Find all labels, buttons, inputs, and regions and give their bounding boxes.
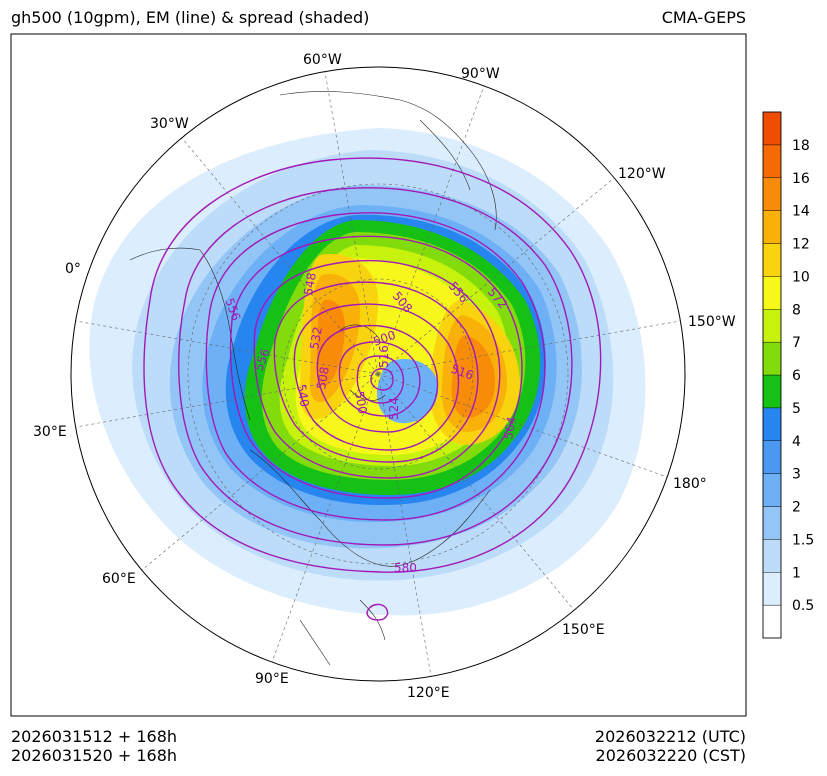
lon-label-0: 0° — [65, 261, 81, 277]
lon-label-180: 180° — [673, 476, 707, 492]
contour-label: 540 — [294, 383, 312, 408]
coast-north-america — [279, 91, 497, 231]
init-time-utc: 2026031512 + 168h — [11, 727, 178, 746]
map-disk-outline — [70, 66, 686, 682]
lon-label-150e: 150°E — [562, 622, 605, 638]
colorbar-box — [762, 440, 782, 474]
lon-label-60e: 60°E — [102, 571, 136, 587]
contour-label: 580 — [394, 561, 417, 575]
lon-label-90e: 90°E — [255, 671, 289, 687]
colorbar-box — [762, 572, 782, 606]
colorbar-box — [762, 506, 782, 540]
valid-time-block: 2026032212 (UTC) 2026032220 (CST) — [595, 727, 746, 765]
colorbar-box — [762, 276, 782, 310]
polar-map: 556 548 532 508 500 516 524 564 572 540 … — [10, 33, 747, 717]
contour-label: 516 — [377, 345, 391, 368]
contour-580-south — [366, 603, 389, 621]
contour-label: 500 — [352, 390, 370, 415]
graticule — [75, 71, 681, 677]
contour-label: 532 — [307, 326, 325, 351]
latitude-circle-30 — [187, 183, 569, 565]
colorbar-tick-label: 4 — [792, 434, 801, 450]
contour-516 — [338, 341, 421, 417]
gh500-contours — [143, 157, 602, 621]
colorbar-box — [762, 177, 782, 211]
colorbar-box — [762, 604, 782, 639]
colorbar-box — [762, 374, 782, 409]
colorbar-box — [762, 473, 782, 507]
contour-524 — [316, 324, 439, 433]
contour-548 — [253, 259, 501, 479]
colorbar-labels: 0.5 1 1.5 2 3 4 5 6 7 8 10 12 14 16 18 — [792, 138, 814, 614]
colorbar-tick-label: 5 — [792, 401, 801, 417]
colorbar-outline — [762, 111, 782, 639]
coast-europe — [129, 247, 251, 421]
spread-band-16 — [451, 335, 496, 418]
colorbar-tick-label: 18 — [792, 138, 810, 154]
contour-556 — [229, 235, 523, 499]
init-time-cst: 2026031520 + 168h — [11, 746, 178, 765]
colorbar-tick-label: 3 — [792, 467, 801, 483]
lon-label-120w: 120°W — [618, 166, 666, 182]
coast-southeast-asia — [299, 599, 386, 666]
colorbar-tick-label: 14 — [792, 204, 810, 220]
colorbar-tick-label: 7 — [792, 335, 801, 351]
init-time-block: 2026031512 + 168h 2026031520 + 168h — [11, 727, 177, 765]
valid-time-utc: 2026032212 (UTC) — [594, 727, 746, 746]
contour-580 — [143, 157, 602, 573]
contour-532 — [293, 303, 460, 451]
latitude-circle-60 — [282, 278, 474, 470]
lon-label-150w: 150°W — [688, 314, 736, 330]
valid-time-cst: 2026032220 (CST) — [595, 746, 746, 765]
contour-564 — [205, 212, 546, 521]
colorbar-box — [762, 243, 782, 277]
contour-label: 508 — [314, 366, 332, 391]
colorbar-box — [762, 144, 782, 178]
colorbar-tick-label: 12 — [792, 237, 810, 253]
contour-500 — [370, 368, 394, 391]
colorbar-tick-label: 6 — [792, 368, 801, 384]
colorbar-tick-label: 8 — [792, 302, 801, 318]
colorbar-box — [762, 407, 782, 441]
contour-508 — [356, 355, 405, 404]
contour-label: 564 — [501, 416, 519, 441]
spread-shading — [89, 128, 646, 616]
colorbar-box — [762, 341, 782, 376]
contour-labels: 556 548 532 508 500 516 524 564 572 540 … — [222, 272, 519, 575]
colorbar-tick-label: 2 — [792, 500, 801, 516]
lon-label-90w: 90°W — [461, 66, 500, 82]
coast-asia — [249, 449, 491, 567]
contour-label: 548 — [301, 272, 319, 297]
colorbar-box — [762, 539, 782, 573]
colorbar-box — [762, 309, 782, 343]
colorbar-tick-label: 16 — [792, 171, 810, 187]
colorbar-box — [762, 111, 782, 146]
lon-label-60w: 60°W — [303, 52, 342, 68]
contour-540 — [273, 281, 479, 463]
contour-572 — [178, 187, 573, 546]
longitude-labels: 60°W 90°W 30°W 120°W 0° 150°W 30°E 180° … — [33, 52, 736, 701]
meridian-180 — [377, 373, 671, 479]
coastlines — [129, 91, 497, 666]
colorbar-tick-label: 1.5 — [792, 532, 814, 548]
lon-label-30e: 30°E — [33, 424, 67, 440]
colorbar-tick-label: 1 — [792, 565, 801, 581]
lon-label-120e: 120°E — [407, 685, 450, 701]
lon-label-30w: 30°W — [150, 116, 189, 132]
model-name: CMA-GEPS — [661, 8, 746, 27]
colorbar-tick-label: 10 — [792, 269, 810, 285]
contour-label: 524 — [387, 397, 401, 420]
colorbar-boxes — [762, 111, 782, 639]
map-title: gh500 (10gpm), EM (line) & spread (shade… — [11, 8, 370, 27]
colorbar-tick-label: 0.5 — [792, 598, 814, 614]
colorbar-box — [762, 210, 782, 244]
